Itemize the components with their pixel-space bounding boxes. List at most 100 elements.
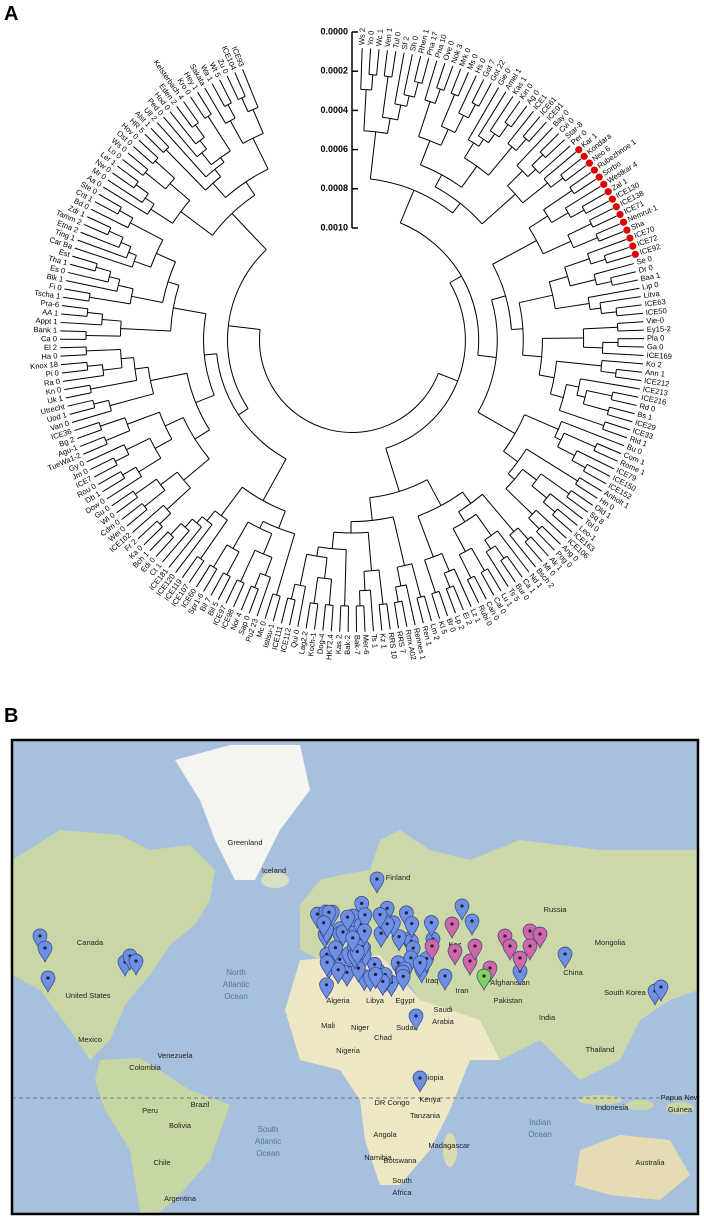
branch [458,554,472,579]
branch [494,545,505,559]
branch [126,437,151,451]
branch [440,129,449,146]
branch [416,597,424,624]
branch [159,512,172,525]
branch [443,65,454,91]
branch [120,349,123,368]
leaf-label: ICE213 [642,385,668,398]
map-label: Iceland [262,866,286,875]
branch [102,367,123,371]
branch [506,555,523,578]
pin [372,907,388,930]
branch [297,586,306,628]
branch [593,443,598,451]
branch [589,208,613,221]
branch [509,534,537,568]
branch [305,602,311,629]
branch [132,504,164,533]
map-label: Iran [456,986,469,995]
pin-dot [418,1076,422,1080]
branch [79,436,105,447]
branch [123,444,130,455]
branch [252,137,269,170]
branch [449,275,462,284]
branch [443,573,451,588]
branch [539,145,571,174]
map-label: Atlantic [223,980,249,989]
branch [450,92,459,97]
leaf-label: Baa 1 [640,270,661,283]
branch [310,602,318,605]
branch [484,539,492,550]
branch [441,553,450,572]
leaf-label: Ey15-2 [647,324,671,334]
branch [413,82,419,98]
branch [503,450,519,463]
branch [413,56,422,82]
branch [500,560,516,583]
pin-dot [385,906,389,910]
scale-tick-label: 0.0004 [320,105,348,115]
branch [528,509,537,519]
branch [452,528,466,552]
branch [210,150,231,166]
pin-dot [381,979,385,984]
branch [527,168,537,178]
branch [441,125,456,133]
branch [220,157,225,163]
pin-dot [360,901,364,905]
branch [306,553,328,559]
pin-dot [373,972,378,977]
pin-dot [450,922,454,926]
pin-dot [363,913,367,917]
leaf-label: Bak-7 [353,635,362,655]
branch [488,146,513,176]
branch [573,178,597,195]
branch [610,277,613,286]
branch [101,364,105,376]
pin-dot [338,957,342,961]
branch [262,533,273,555]
branch [570,490,593,506]
branch [118,237,124,248]
map-label: Mongolia [595,938,626,947]
branch [137,520,158,540]
branch [538,338,543,376]
pin-dot [373,962,377,967]
branch [262,458,287,501]
branch [531,485,548,499]
pin-dot [528,929,532,933]
branch [87,312,103,315]
pins [32,871,669,1093]
leaf-label: Est [58,247,72,259]
branch [97,471,122,485]
pin-dot [418,961,422,965]
leaf-label: Vie-0 [646,315,664,325]
map-label: Kenya [419,1095,441,1104]
branch [444,568,455,574]
pin-dot [503,934,507,938]
branch [559,409,605,427]
branch [522,116,541,137]
branch [212,182,227,198]
branch [155,536,174,557]
branch [581,193,605,208]
branch [225,117,236,124]
branch [204,87,226,124]
branch [595,233,600,242]
branch [617,345,644,348]
branch [462,491,472,504]
pin [368,967,383,990]
branch [583,346,603,349]
scale-tick-label: 0.0008 [320,183,348,193]
branch [331,532,335,549]
pin-dot [473,944,477,948]
branch [471,547,485,571]
map-label: Atlantic [255,1137,281,1146]
highlight-dot [604,188,612,196]
branch [324,557,328,579]
branch [570,209,585,218]
branch [122,466,137,476]
scale-tick-label: 0.0010 [320,222,348,232]
branch [252,109,264,134]
